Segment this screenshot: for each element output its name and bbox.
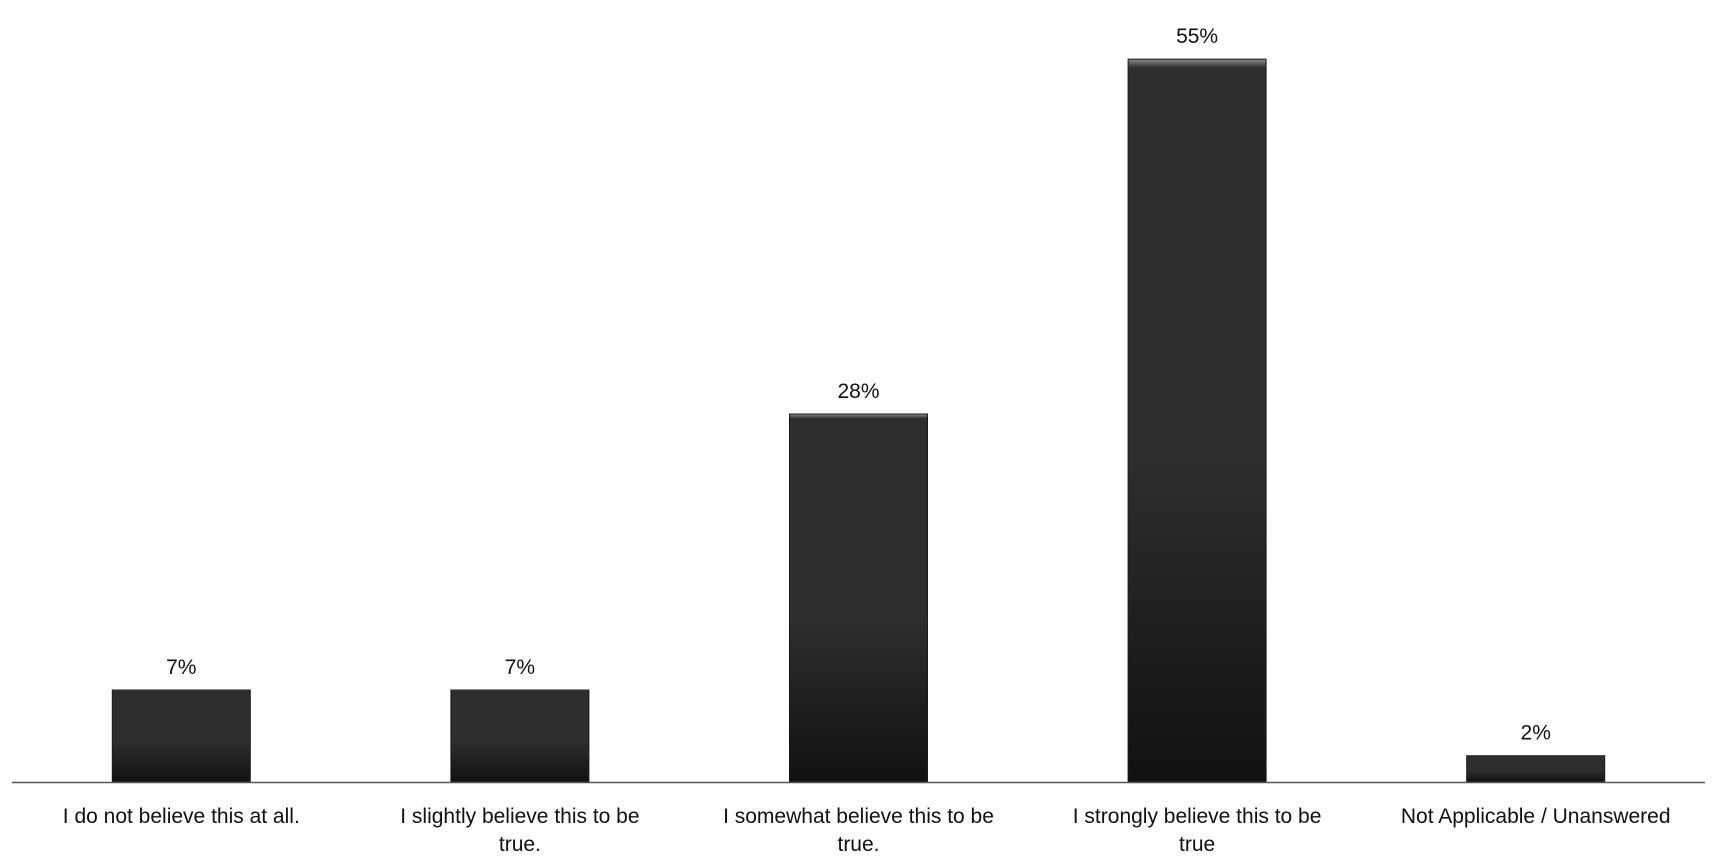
data-label-1: 7% (166, 656, 196, 679)
data-labels-group: 7% 7% 28% 55% 2% (166, 25, 1551, 745)
data-label-2: 7% (505, 656, 535, 679)
bar-1 (111, 689, 251, 783)
data-label-5: 2% (1521, 722, 1551, 745)
bar-2 (450, 689, 590, 783)
category-label-5: Not Applicable / Unanswered (1401, 805, 1671, 828)
bar-5 (1466, 755, 1606, 783)
category-label-3: I somewhat believe this to be true. (723, 805, 994, 856)
data-label-3: 28% (837, 380, 879, 403)
bar-4 (1127, 58, 1267, 783)
category-label-1: I do not believe this at all. (63, 805, 300, 828)
category-label-4: I strongly believe this to be true (1073, 805, 1322, 856)
bars-group (111, 58, 1606, 783)
category-label-2: I slightly believe this to be true. (400, 805, 639, 856)
data-label-4: 55% (1176, 25, 1218, 48)
bar-3 (789, 413, 928, 783)
category-labels-group: I do not believe this at all. I slightly … (63, 805, 1671, 856)
